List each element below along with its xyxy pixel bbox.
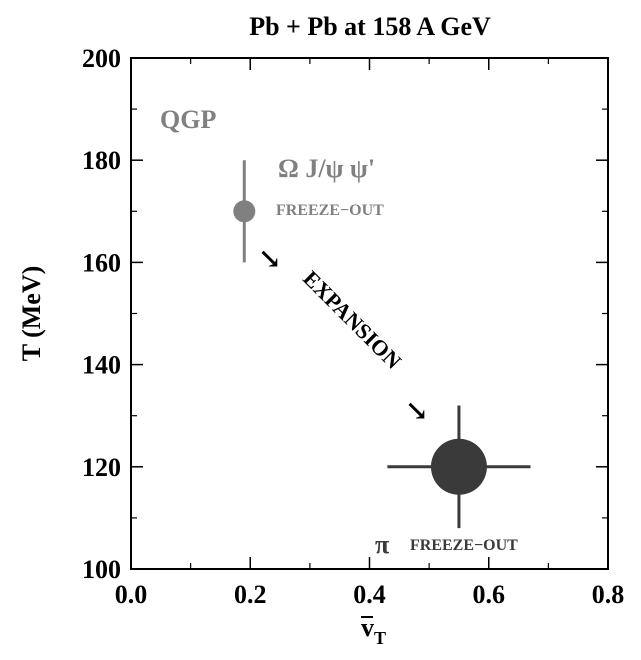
ticks [130, 57, 609, 570]
data-point-marker [430, 438, 487, 495]
x-axis-label-main: v [361, 613, 374, 642]
x-tick-label: 0.8 [592, 580, 625, 609]
y-tick-label: 160 [82, 248, 121, 277]
early-freezeout-label: FREEZE−OUT [276, 202, 384, 219]
data-points [233, 160, 531, 529]
x-tick-label: 0.0 [115, 580, 148, 609]
x-axis-label-subscript: T [374, 628, 386, 648]
x-tick-label: 0.6 [473, 580, 506, 609]
expansion-label: EXPANSION [298, 266, 406, 374]
data-point [233, 160, 256, 263]
y-axis-label: T (MeV) [17, 266, 46, 362]
x-tick-label: 0.2 [234, 580, 267, 609]
qgp-label: QGP [160, 105, 216, 134]
arrow-2-icon: ↘ [405, 396, 428, 427]
data-point-marker [233, 200, 256, 223]
plot-frame [130, 57, 609, 570]
tick-labels: 0.0 0.2 0.4 0.6 0.8 100 120 140 160 180 200 [82, 44, 624, 609]
late-species-label: π [375, 530, 389, 559]
early-species-label: Ω J/ψ ψ' [278, 154, 375, 183]
x-tick-label: 0.4 [353, 580, 386, 609]
svg-text:vT: vT [361, 613, 386, 648]
data-point [387, 405, 531, 529]
y-tick-label: 180 [82, 146, 121, 175]
y-tick-label: 100 [82, 555, 121, 584]
y-tick-label: 140 [82, 351, 121, 380]
chart-title: Pb + Pb at 158 A GeV [249, 12, 491, 41]
x-axis-label: vT [361, 613, 386, 648]
late-freezeout-label: FREEZE−OUT [410, 537, 518, 554]
y-tick-label: 120 [82, 453, 121, 482]
y-tick-label: 200 [82, 44, 121, 73]
arrow-1-icon: ↘ [258, 244, 281, 275]
